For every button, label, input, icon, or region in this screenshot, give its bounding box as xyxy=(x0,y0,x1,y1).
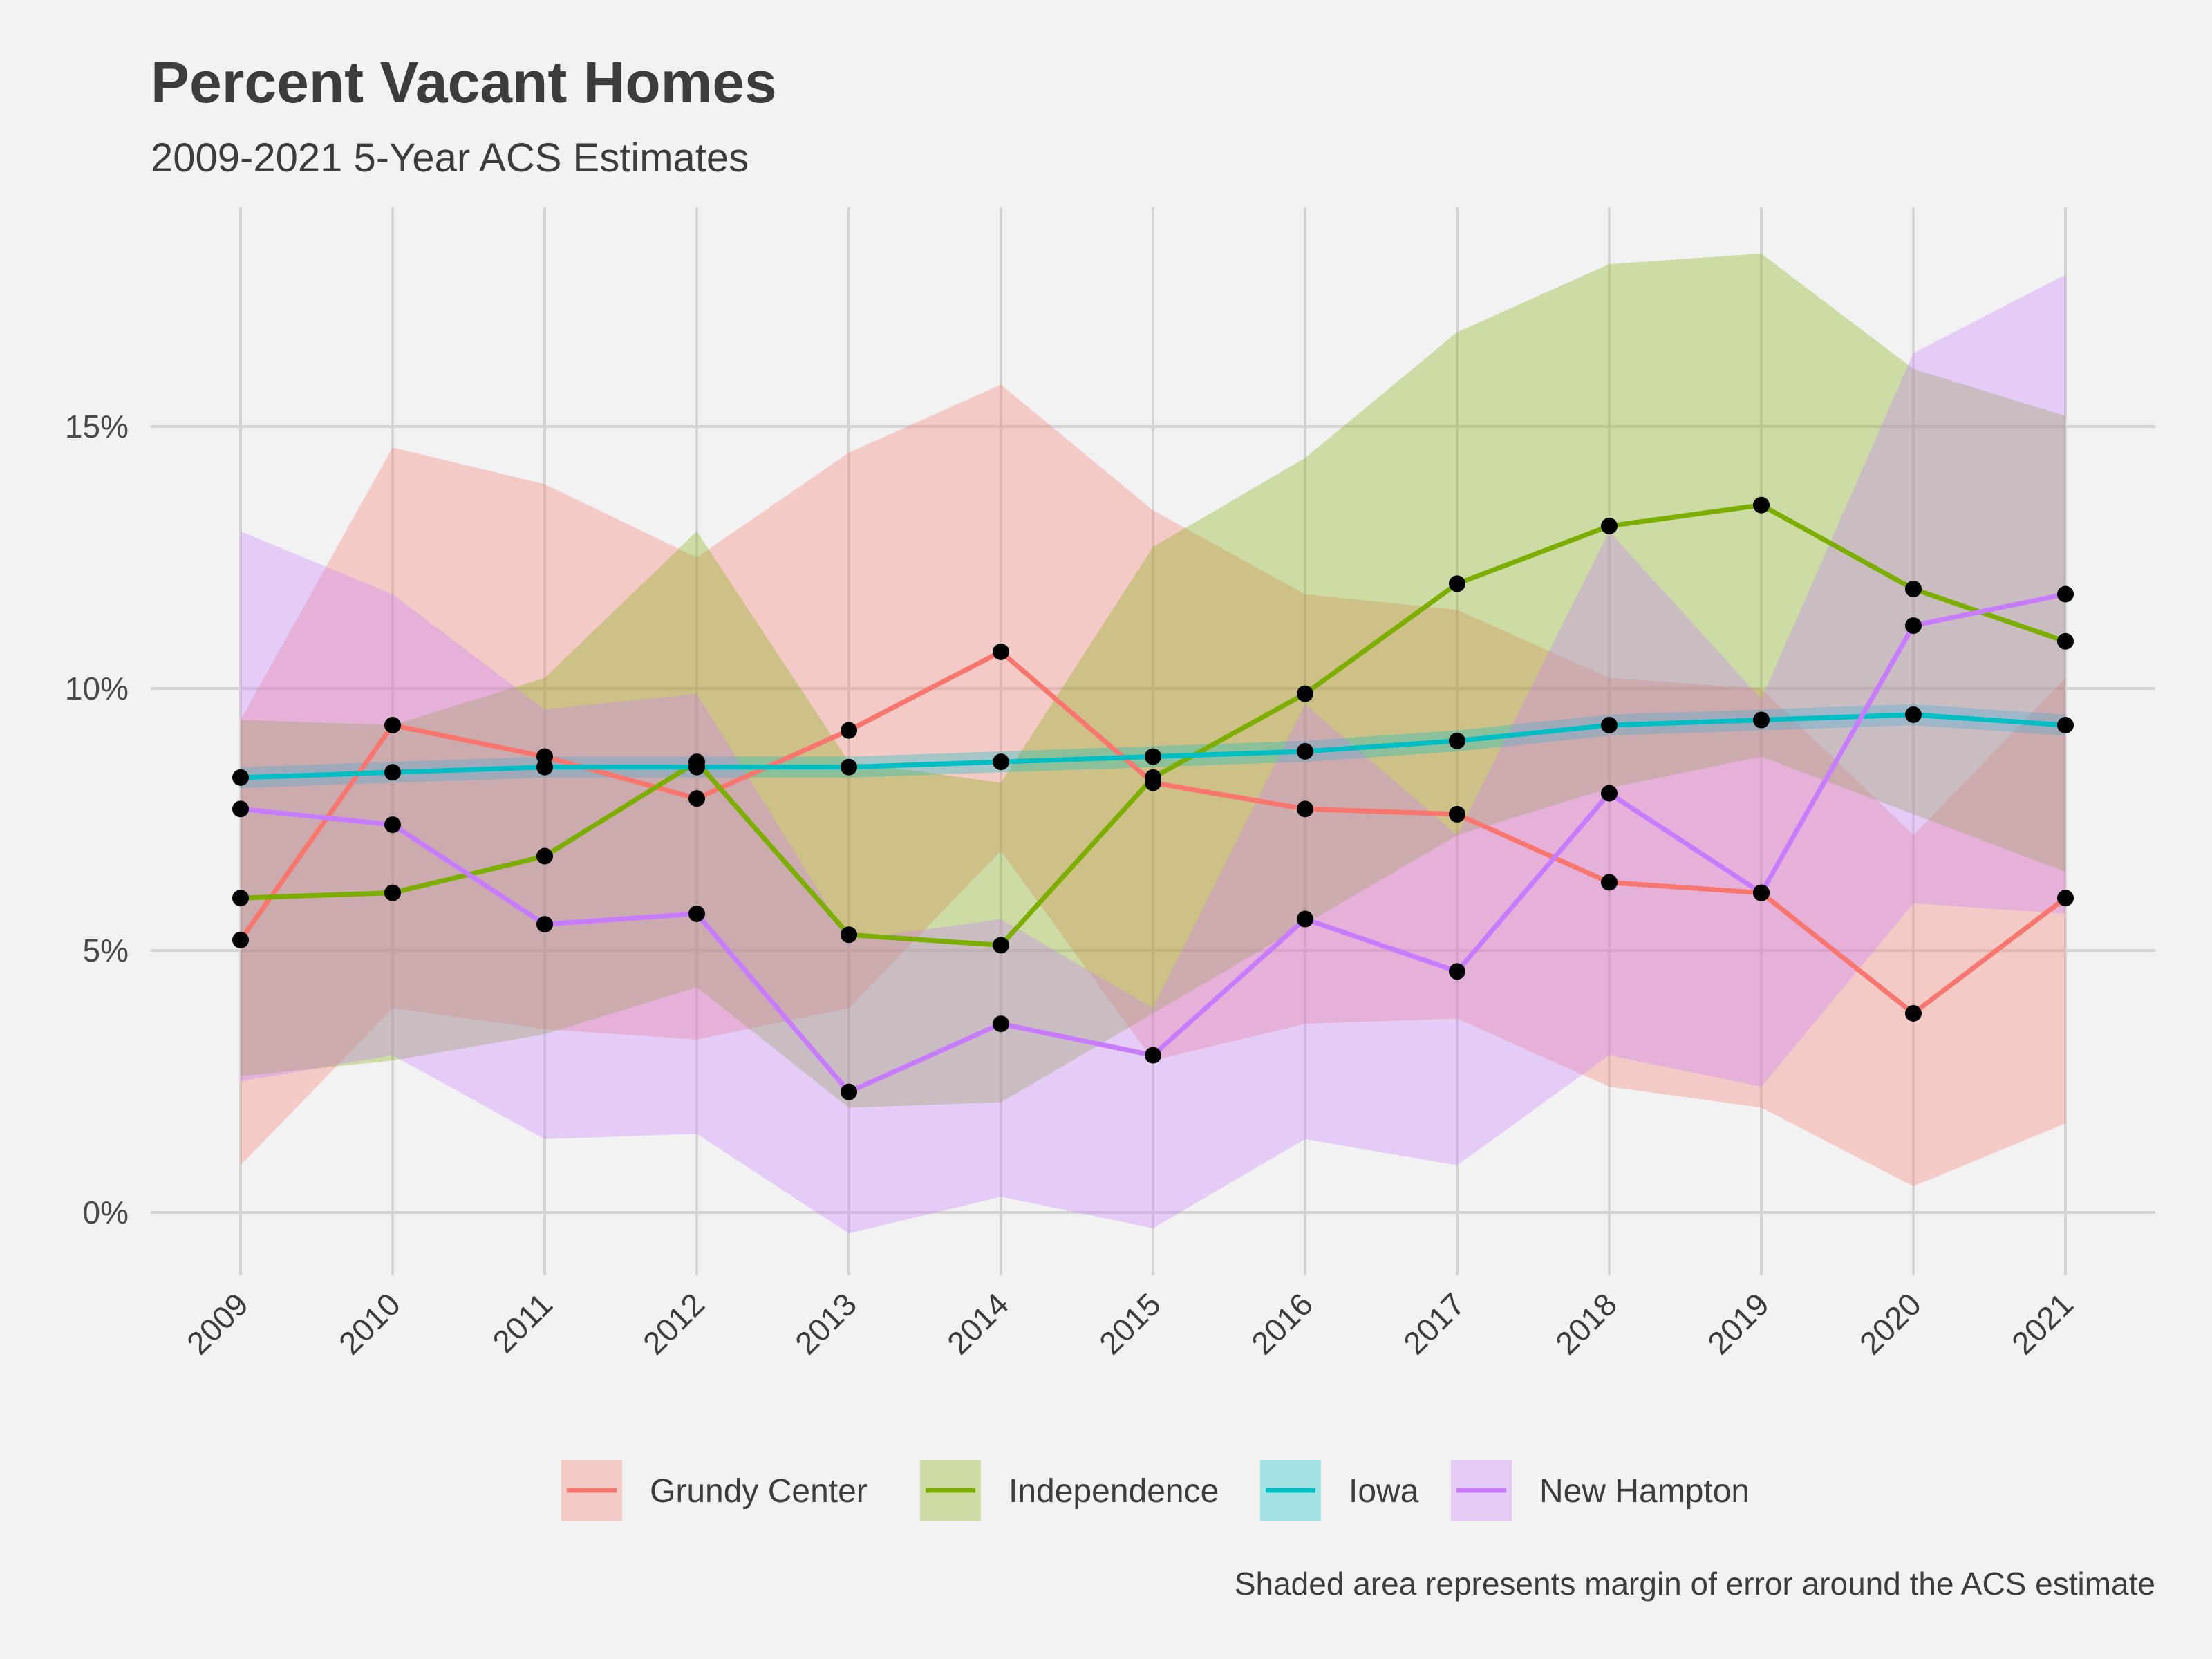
point-iowa xyxy=(1753,711,1770,729)
chart-subtitle: 2009-2021 5-Year ACS Estimates xyxy=(151,135,749,180)
x-tick-label: 2009 xyxy=(180,1286,255,1361)
point-grundy-center xyxy=(2057,890,2074,907)
x-tick-label: 2011 xyxy=(485,1286,559,1360)
point-independence xyxy=(1753,496,1770,514)
point-grundy-center xyxy=(1905,1004,1922,1022)
band-new-hampton xyxy=(241,274,2065,1234)
point-independence xyxy=(1297,685,1313,702)
legend-item-independence: Independence xyxy=(920,1460,1219,1521)
legend-item-new-hampton: New Hampton xyxy=(1451,1460,1750,1521)
point-new-hampton xyxy=(993,1015,1009,1033)
point-independence xyxy=(1449,575,1465,592)
x-tick-label: 2012 xyxy=(636,1286,711,1361)
point-iowa xyxy=(384,764,401,781)
x-axis-ticks: 2009 2010 2011 2012 2013 2014 2015 2016 2017 2018… xyxy=(180,1286,2080,1361)
point-independence xyxy=(536,847,553,865)
point-grundy-center xyxy=(384,717,401,734)
point-iowa xyxy=(536,758,553,776)
point-new-hampton xyxy=(841,1083,857,1100)
point-iowa xyxy=(1601,717,1618,734)
point-new-hampton xyxy=(1145,1047,1161,1064)
point-iowa xyxy=(2057,717,2074,734)
point-independence xyxy=(232,890,249,907)
point-new-hampton xyxy=(384,816,401,834)
x-tick-label: 2021 xyxy=(2005,1286,2080,1361)
chart-caption: Shaded area represents margin of error a… xyxy=(1235,1566,2155,1602)
x-tick-label: 2020 xyxy=(1853,1286,1928,1361)
y-tick-label: 5% xyxy=(83,932,129,968)
x-tick-label: 2015 xyxy=(1092,1286,1168,1361)
point-grundy-center xyxy=(232,931,249,948)
x-tick-label: 2013 xyxy=(788,1286,863,1361)
x-tick-label: 2017 xyxy=(1396,1286,1472,1361)
point-new-hampton xyxy=(688,905,705,922)
point-grundy-center xyxy=(1601,874,1618,891)
x-tick-label: 2018 xyxy=(1548,1286,1624,1361)
legend-label: Grundy Center xyxy=(650,1473,868,1510)
band-independence xyxy=(241,253,2065,1108)
point-grundy-center xyxy=(993,643,1009,660)
point-independence xyxy=(993,937,1009,954)
point-grundy-center xyxy=(1297,800,1313,818)
x-tick-label: 2014 xyxy=(940,1286,1015,1361)
point-independence xyxy=(2057,632,2074,650)
point-independence xyxy=(384,884,401,901)
point-iowa xyxy=(1145,748,1161,765)
data-points xyxy=(232,496,2074,1100)
legend-label: New Hampton xyxy=(1539,1473,1750,1510)
x-tick-label: 2010 xyxy=(332,1286,407,1361)
point-iowa xyxy=(841,758,857,776)
point-new-hampton xyxy=(1449,963,1465,980)
legend-label: Independence xyxy=(1009,1473,1219,1510)
legend-item-grundy-center: Grundy Center xyxy=(561,1460,868,1521)
point-new-hampton xyxy=(536,916,553,933)
point-iowa xyxy=(232,769,249,786)
point-new-hampton xyxy=(1753,884,1770,901)
point-new-hampton xyxy=(232,800,249,818)
point-grundy-center xyxy=(1449,805,1465,823)
legend: Grundy Center Independence Iowa New Hampton xyxy=(561,1460,1750,1521)
point-new-hampton xyxy=(1297,910,1313,928)
y-axis-ticks: 0% 5% 10% 15% xyxy=(65,409,129,1230)
y-tick-label: 10% xyxy=(65,671,129,706)
point-independence xyxy=(1601,518,1618,535)
point-new-hampton xyxy=(1905,617,1922,635)
point-grundy-center xyxy=(841,722,857,739)
point-grundy-center xyxy=(688,790,705,807)
point-iowa xyxy=(1449,732,1465,749)
y-tick-label: 0% xyxy=(83,1194,129,1230)
point-iowa xyxy=(1905,706,1922,723)
chart-title: Percent Vacant Homes xyxy=(151,50,777,115)
legend-label: Iowa xyxy=(1349,1473,1419,1510)
point-independence xyxy=(1145,769,1161,786)
point-new-hampton xyxy=(1601,785,1618,802)
point-new-hampton xyxy=(2057,585,2074,603)
point-iowa xyxy=(993,753,1009,771)
point-independence xyxy=(841,926,857,944)
y-tick-label: 15% xyxy=(65,409,129,444)
point-iowa xyxy=(688,758,705,776)
point-iowa xyxy=(1297,742,1313,760)
legend-item-iowa: Iowa xyxy=(1260,1460,1419,1521)
point-independence xyxy=(1905,580,1922,597)
x-tick-label: 2019 xyxy=(1700,1286,1776,1361)
x-tick-label: 2016 xyxy=(1244,1286,1320,1361)
